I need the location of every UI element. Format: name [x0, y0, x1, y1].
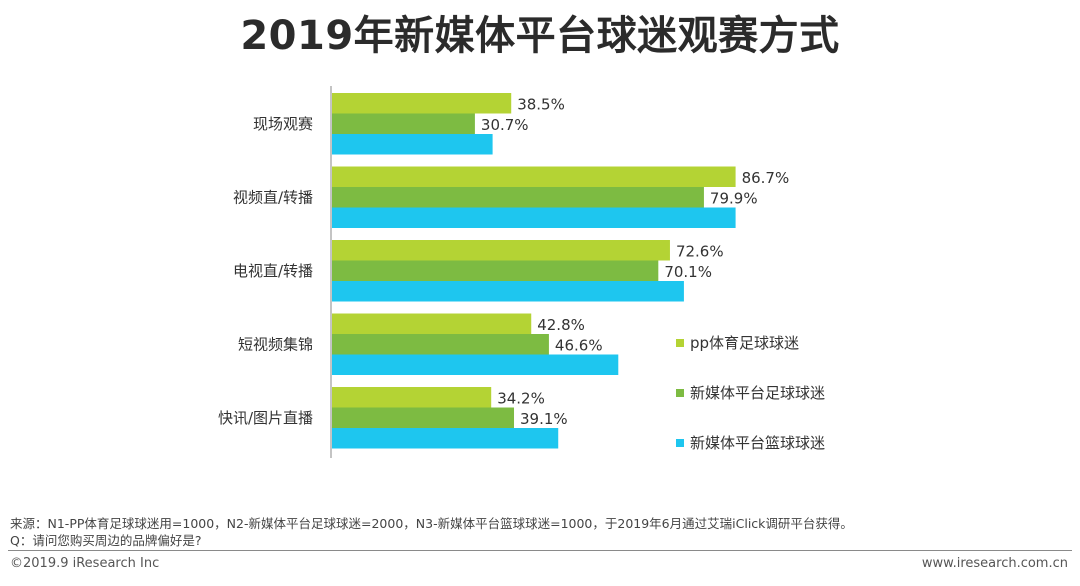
bar-1 — [332, 387, 492, 408]
category-label: 视频直/转播 — [233, 188, 313, 206]
bar-3 — [332, 207, 736, 228]
category-label: 电视直/转播 — [233, 262, 313, 280]
legend-swatch — [676, 389, 684, 397]
data-label: 42.8% — [537, 316, 585, 334]
bar-1 — [332, 240, 670, 261]
legend-label: 新媒体平台足球球迷 — [690, 384, 825, 402]
bar-2 — [332, 334, 549, 355]
bar-2 — [332, 407, 515, 428]
bar-2 — [332, 260, 659, 281]
data-label: 46.6% — [555, 336, 603, 354]
data-label: 38.5% — [517, 95, 565, 113]
bar-3 — [332, 134, 493, 155]
source-note: 来源：N1-PP体育足球球迷用=1000，N2-新媒体平台足球球迷=2000，N… — [10, 516, 853, 531]
data-label: 30.7% — [481, 116, 529, 134]
legend-label: pp体育足球球迷 — [690, 334, 799, 352]
bar-3 — [332, 281, 684, 302]
bar-1 — [332, 166, 736, 187]
data-label: 39.1% — [520, 410, 568, 428]
legend-swatch — [676, 439, 684, 447]
website-url: www.iresearch.com.cn — [921, 556, 1068, 571]
data-label: 70.1% — [664, 263, 712, 281]
copyright: ©2019.9 iResearch Inc — [10, 556, 160, 571]
data-label: 34.2% — [497, 389, 545, 407]
data-label: 72.6% — [676, 242, 724, 260]
bar-1 — [332, 313, 532, 334]
bar-2 — [332, 113, 475, 134]
bar-1 — [332, 93, 512, 114]
bar-2 — [332, 187, 704, 208]
data-label: 79.9% — [710, 189, 758, 207]
chart-title: 2019年新媒体平台球迷观赛方式 — [240, 13, 840, 59]
category-label: 快讯/图片直播 — [218, 409, 313, 427]
question-note: Q：请问您购买周边的品牌偏好是? — [10, 533, 202, 548]
bar-3 — [332, 428, 559, 449]
legend-label: 新媒体平台篮球球迷 — [690, 434, 825, 452]
legend-swatch — [676, 339, 684, 347]
footer-divider — [8, 550, 1072, 551]
bar-chart: 现场观赛 38.5% 30.7% 视频直/转播 86.7% 79.9% 电视直/转播 72.6… — [218, 86, 825, 458]
data-label: 86.7% — [742, 169, 790, 187]
category-label: 现场观赛 — [253, 115, 313, 133]
bar-3 — [332, 354, 619, 375]
category-label: 短视频集锦 — [238, 335, 313, 353]
